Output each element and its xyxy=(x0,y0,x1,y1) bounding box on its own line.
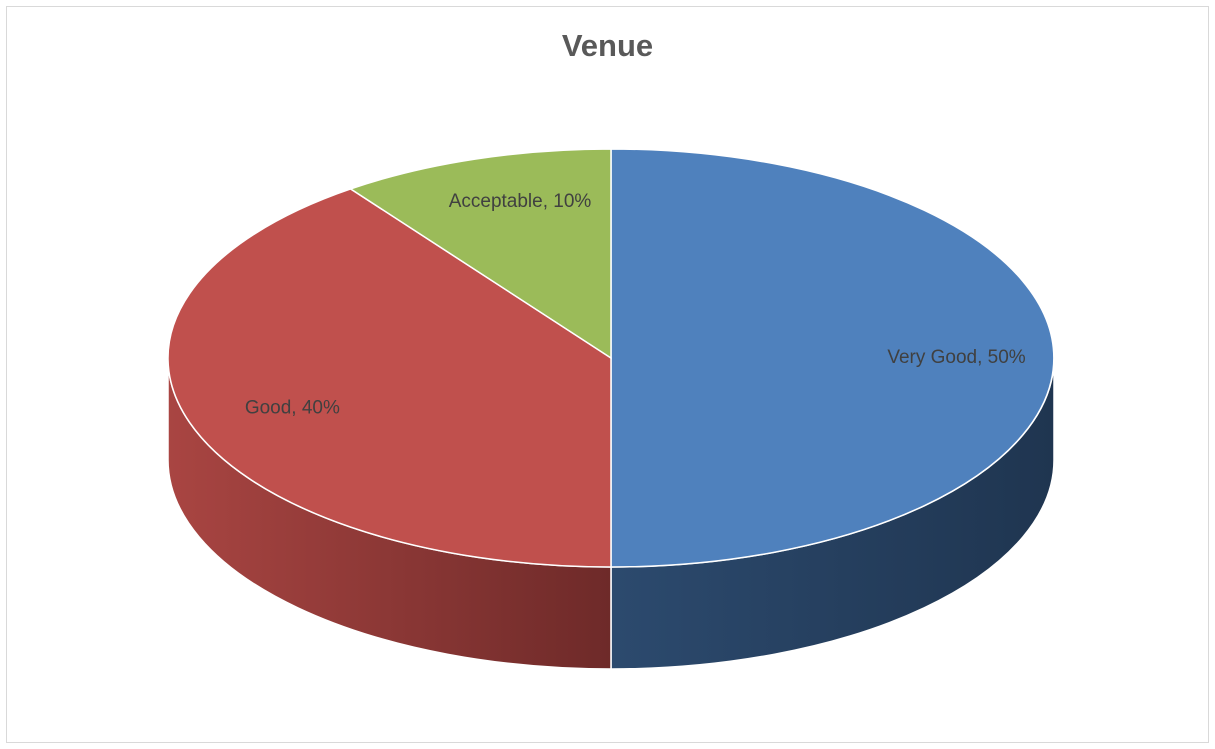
data-label-good: Good, 40% xyxy=(245,397,340,418)
data-label-very-good: Very Good, 50% xyxy=(887,347,1025,368)
data-label-acceptable: Acceptable, 10% xyxy=(449,191,592,212)
